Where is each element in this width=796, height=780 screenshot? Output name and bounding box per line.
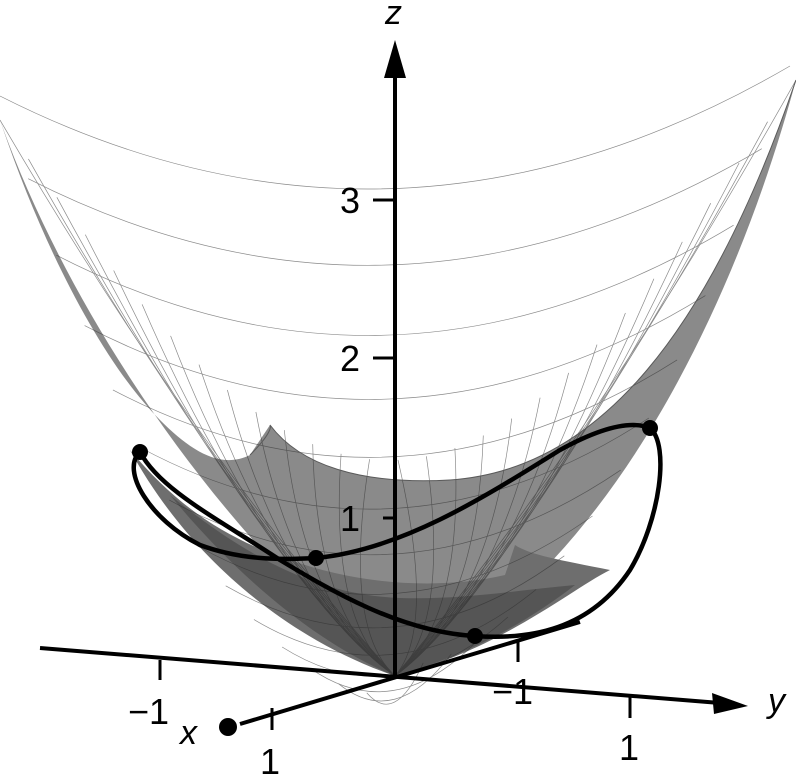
surface-outer-sheet: [0, 80, 796, 676]
mesh-line: [394, 344, 598, 677]
mesh-line: [394, 203, 712, 677]
mesh-line: [394, 79, 796, 677]
curve-point-left: [132, 444, 148, 460]
mesh-line: [394, 121, 768, 677]
curve-path: [131, 422, 663, 640]
y-tick-label-neg1: −1: [128, 691, 169, 732]
z-axis-arrowhead: [384, 40, 406, 78]
y-axis-label: y: [766, 682, 787, 720]
space-curve: [131, 420, 663, 644]
curve-point-bottom: [467, 628, 483, 644]
x-axis-line: [239, 620, 581, 726]
axis-labels: z y x 1 2 3 −1 1 1 −1: [128, 0, 787, 780]
axes: [39, 40, 748, 736]
mesh-line: [394, 372, 569, 677]
y-axis-line: [39, 646, 721, 705]
x-tick-label-neg1: −1: [492, 671, 533, 712]
mesh-line: [28, 158, 396, 677]
mesh-line: [360, 459, 396, 677]
mesh-line: [338, 453, 396, 677]
surface-rim: [249, 79, 796, 482]
x-axis-label: x: [178, 714, 198, 752]
z-tick-label-1: 1: [340, 498, 360, 539]
x-tick-label-1: 1: [260, 741, 280, 780]
curve-point-middle: [308, 550, 324, 566]
mesh-line: [394, 459, 417, 677]
y-tick-label-1: 1: [619, 727, 639, 768]
y-axis-arrowhead: [712, 693, 748, 714]
z-axis-label: z: [384, 0, 402, 32]
z-tick-label-2: 2: [340, 338, 360, 379]
mesh-line: [366, 662, 424, 705]
x-axis-end-dot: [219, 718, 237, 736]
mesh-line: [394, 162, 740, 677]
mesh-line: [170, 335, 396, 677]
z-tick-label-3: 3: [340, 180, 360, 221]
paraboloid-surface: [0, 65, 796, 705]
curve-point-right: [642, 420, 658, 436]
